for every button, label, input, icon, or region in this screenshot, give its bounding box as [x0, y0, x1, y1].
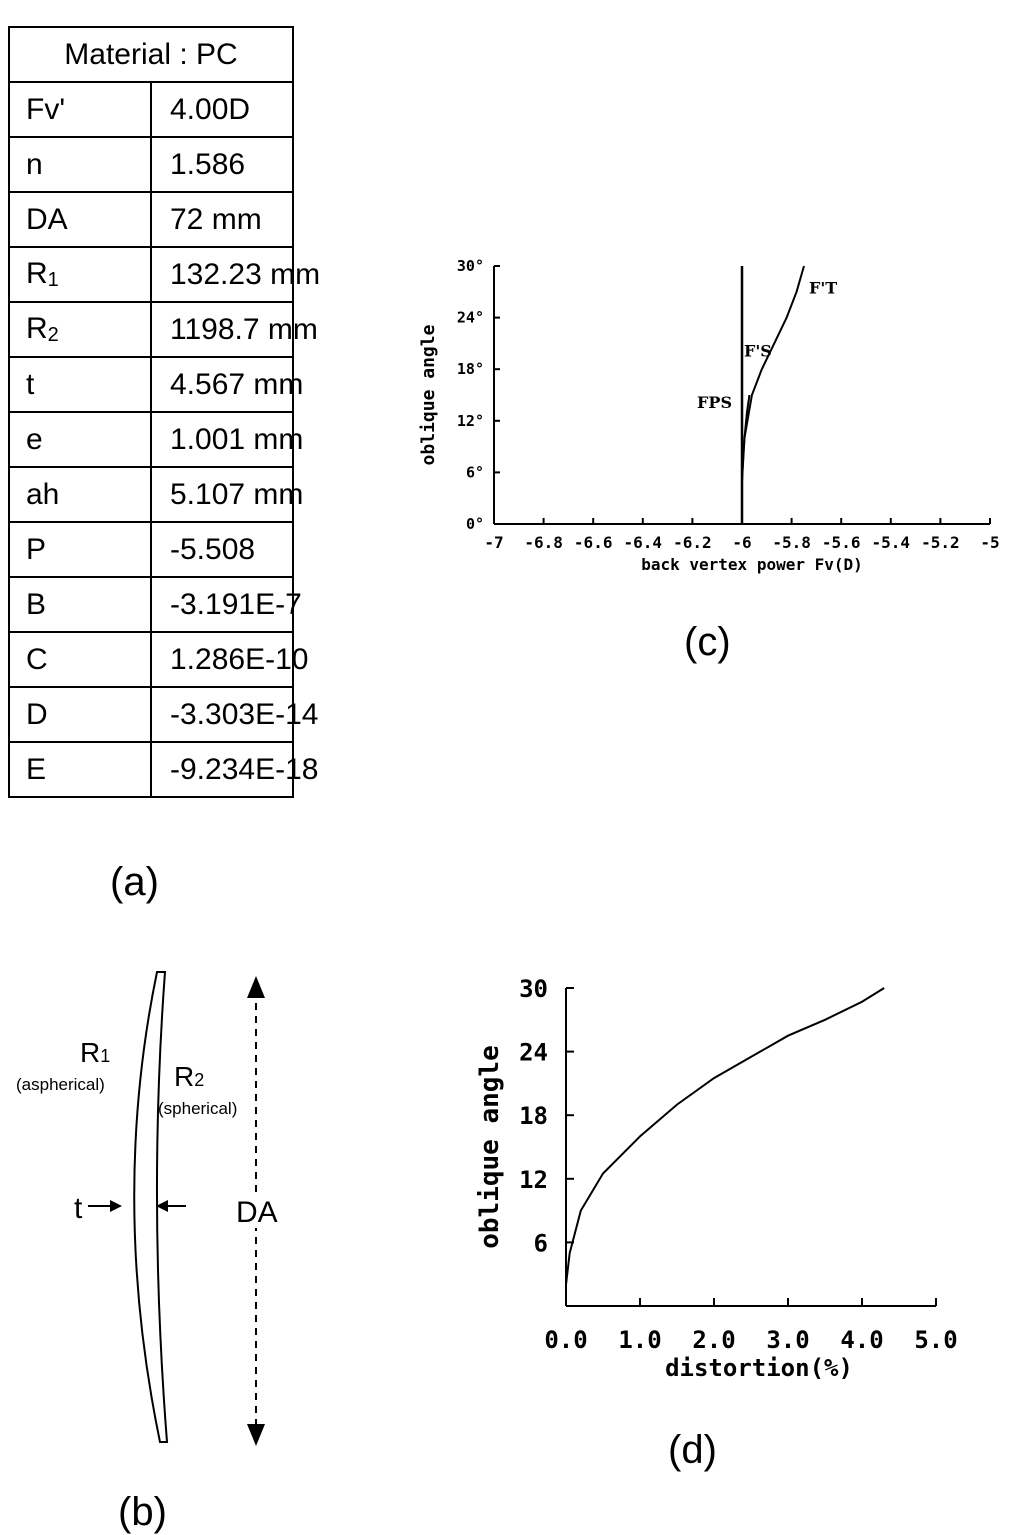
- x-tick-label: 1.0: [618, 1326, 661, 1354]
- param-value: 4.00D: [150, 81, 294, 138]
- param-symbol: R1: [8, 246, 152, 303]
- param-value: -5.508: [150, 521, 294, 578]
- y-axis-label: oblique angle: [418, 324, 439, 465]
- r2-label: R2: [174, 1061, 204, 1092]
- y-tick-label: 30: [519, 975, 548, 1003]
- x-tick-label: -5.4: [872, 533, 911, 552]
- lens-diagram: R1 (aspherical) R2 (spherical) t DA: [16, 971, 284, 1446]
- param-symbol: n: [8, 136, 152, 193]
- caption-d: (d): [668, 1428, 717, 1472]
- y-tick-label: 0°: [466, 515, 484, 533]
- y-axis-label: oblique angle: [475, 1045, 505, 1249]
- param-symbol: C: [8, 631, 152, 688]
- da-arrowhead-bottom: [247, 1424, 265, 1446]
- y-tick-label: 18°: [457, 360, 484, 378]
- y-tick-label: 6°: [466, 463, 484, 481]
- y-tick-label: 12: [519, 1166, 548, 1194]
- x-tick-label: -5: [980, 533, 999, 552]
- param-symbol: R2: [8, 301, 152, 358]
- table-row: t 4.567 mm: [8, 356, 303, 413]
- r1-label: R1: [80, 1037, 110, 1068]
- param-value: 1.586: [150, 136, 294, 193]
- param-symbol: DA: [8, 191, 152, 248]
- param-value: -3.191E-7: [150, 576, 302, 633]
- x-tick-label: -6.8: [524, 533, 563, 552]
- t-arrowhead-right: [156, 1200, 168, 1212]
- da-arrowhead-top: [247, 976, 265, 998]
- y-tick-label: 30°: [457, 257, 484, 275]
- table-row: P -5.508: [8, 521, 294, 578]
- table-row: R1 132.23 mm: [8, 246, 320, 303]
- series-line: [741, 394, 751, 482]
- table-row: Fv' 4.00D: [8, 81, 294, 138]
- annotation-fps: FPS: [697, 393, 732, 412]
- caption-c: (c): [684, 620, 731, 664]
- param-value: -3.303E-14: [150, 686, 318, 743]
- y-tick-label: 24°: [457, 309, 484, 327]
- table-row: n 1.586: [8, 136, 294, 193]
- series-line: [741, 265, 805, 482]
- x-tick-label: -5.8: [772, 533, 811, 552]
- param-value: 5.107 mm: [150, 466, 303, 523]
- param-symbol: t: [8, 356, 152, 413]
- x-tick-label: -6: [732, 533, 751, 552]
- x-tick-label: -6.4: [624, 533, 663, 552]
- param-value: 4.567 mm: [150, 356, 303, 413]
- table-row: DA 72 mm: [8, 191, 294, 248]
- r1-note: (aspherical): [16, 1075, 105, 1094]
- param-symbol: e: [8, 411, 152, 468]
- annotation-fs: F'S: [744, 341, 772, 360]
- table-row: C 1.286E-10: [8, 631, 308, 688]
- y-tick-label: 6: [534, 1229, 548, 1257]
- param-value: 1.286E-10: [150, 631, 308, 688]
- param-symbol: E: [8, 741, 152, 798]
- param-value: 72 mm: [150, 191, 294, 248]
- x-tick-label: 3.0: [766, 1326, 809, 1354]
- y-tick-label: 18: [519, 1102, 548, 1130]
- x-tick-label: -5.2: [921, 533, 960, 552]
- y-tick-label: 24: [519, 1039, 548, 1067]
- x-tick-label: 5.0: [914, 1326, 957, 1354]
- x-tick-label: -6.2: [673, 533, 712, 552]
- table-row: B -3.191E-7: [8, 576, 302, 633]
- parameter-table: Material : PC Fv' 4.00D n 1.586 DA 72 mm R1 132…: [8, 26, 320, 798]
- x-tick-label: -6.6: [574, 533, 613, 552]
- t-label: t: [74, 1192, 83, 1225]
- distortion-chart: 0.0 1.0 2.0 3.0 4.0 5.0 6 12 18 24 30 distortion(%)…: [475, 975, 958, 1382]
- table-row: e 1.001 mm: [8, 411, 303, 468]
- x-axis-label: distortion(%): [665, 1354, 853, 1382]
- table-row: D -3.303E-14: [8, 686, 318, 743]
- table-row: R2 1198.7 mm: [8, 301, 318, 358]
- table-header: Material : PC: [8, 26, 294, 83]
- table-row: ah 5.107 mm: [8, 466, 303, 523]
- caption-b: (b): [118, 1490, 167, 1534]
- param-symbol: B: [8, 576, 152, 633]
- x-tick-label: 2.0: [692, 1326, 735, 1354]
- table-header-row: Material : PC: [8, 26, 294, 83]
- annotation-ft: F'T: [809, 279, 837, 298]
- param-value: 1.001 mm: [150, 411, 303, 468]
- param-symbol: P: [8, 521, 152, 578]
- x-tick-label: -5.6: [822, 533, 861, 552]
- x-tick-label: 0.0: [544, 1326, 587, 1354]
- lens-shape: [133, 971, 169, 1443]
- y-tick-label: 12°: [457, 412, 484, 430]
- param-symbol: D: [8, 686, 152, 743]
- table-row: E -9.234E-18: [8, 741, 318, 798]
- x-tick-label: -7: [484, 533, 503, 552]
- param-symbol: ah: [8, 466, 152, 523]
- power-chart: -7 -6.8 -6.6 -6.4 -6.2 -6 -5.8 -5.6 -5.4 -5.2 -5 0°…: [418, 257, 1000, 574]
- param-symbol: Fv': [8, 81, 152, 138]
- param-value: 132.23 mm: [150, 246, 320, 303]
- series-line: [565, 987, 885, 1285]
- param-value: -9.234E-18: [150, 741, 318, 798]
- t-arrowhead-left: [110, 1200, 122, 1212]
- caption-a: (a): [110, 860, 159, 904]
- da-label: DA: [236, 1196, 278, 1229]
- x-axis-label: back vertex power Fv(D): [641, 555, 863, 574]
- x-tick-label: 4.0: [840, 1326, 883, 1354]
- param-value: 1198.7 mm: [150, 301, 318, 358]
- r2-note: (spherical): [158, 1099, 237, 1118]
